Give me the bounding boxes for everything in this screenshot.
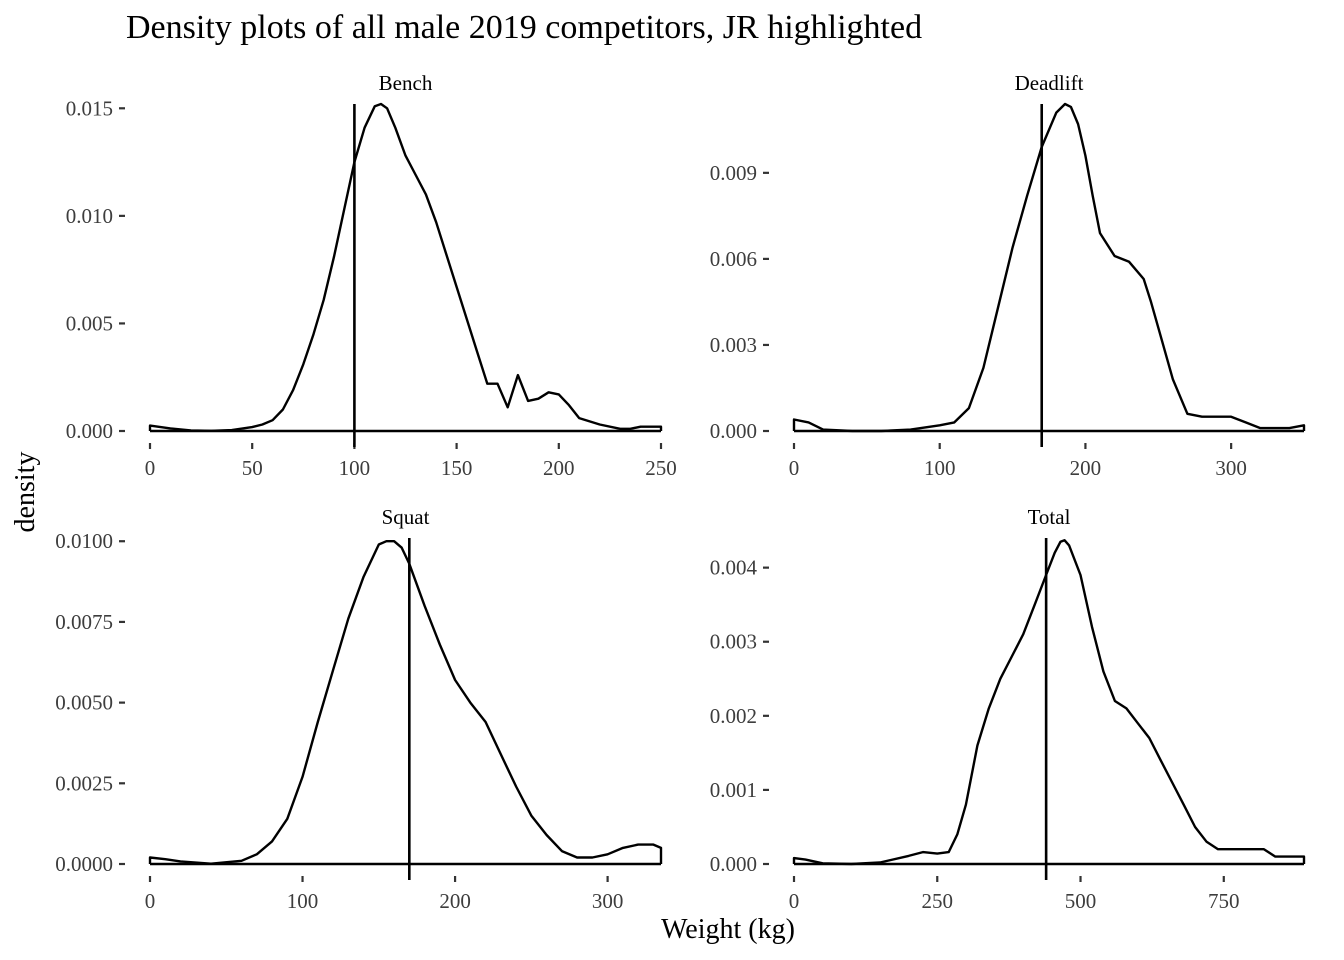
panel-total: Total 0.000 0.001 0.002 0.003 0.004 0 250 500 750: [710, 505, 1306, 913]
y-tick-label-bench: 0.010: [66, 204, 113, 228]
y-tick-label-total: 0.000: [710, 852, 757, 876]
x-tick-label-bench: 200: [543, 456, 575, 480]
chart-title: Density plots of all male 2019 competito…: [126, 9, 922, 46]
y-tick-label-total: 0.002: [710, 704, 757, 728]
y-tick-label-squat: 0.0000: [55, 852, 113, 876]
y-tick-label-deadlift: 0.006: [710, 247, 757, 271]
y-tick-label-bench: 0.005: [66, 311, 113, 335]
x-tick-label-total: 500: [1065, 889, 1097, 913]
panel-deadlift: Deadlift 0.000 0.003 0.006 0.009 0 100 200 300: [710, 71, 1306, 480]
y-tick-label-squat: 0.0075: [55, 610, 113, 634]
strip-label-bench: Bench: [379, 71, 433, 95]
y-tick-label-squat: 0.0050: [55, 691, 113, 715]
strip-label-squat: Squat: [382, 505, 430, 529]
y-tick-label-total: 0.004: [710, 556, 758, 580]
y-tick-label-bench: 0.015: [66, 96, 113, 120]
y-tick-label-total: 0.001: [710, 778, 757, 802]
density-curve-deadlift: [792, 102, 1306, 433]
y-tick-label-deadlift: 0.009: [710, 161, 757, 185]
density-curve-total: [792, 539, 1306, 866]
x-tick-label-bench: 100: [339, 456, 371, 480]
y-tick-label-squat: 0.0025: [55, 771, 113, 795]
y-tick-label-deadlift: 0.003: [710, 333, 757, 357]
x-tick-label-total: 0: [789, 889, 800, 913]
x-tick-label-total: 750: [1208, 889, 1240, 913]
y-tick-label-squat: 0.0100: [55, 529, 113, 553]
x-tick-label-deadlift: 300: [1215, 456, 1247, 480]
density-curve-squat: [148, 540, 663, 865]
strip-label-total: Total: [1028, 505, 1071, 529]
x-tick-label-deadlift: 100: [924, 456, 956, 480]
x-tick-label-squat: 0: [145, 889, 156, 913]
density-curve-bench: [148, 102, 663, 432]
y-tick-label-deadlift: 0.000: [710, 419, 757, 443]
x-tick-label-deadlift: 200: [1070, 456, 1102, 480]
x-tick-label-bench: 0: [145, 456, 156, 480]
panel-bench: Bench 0.000 0.005 0.010 0.015 0 50 100 150 200 250: [66, 71, 677, 480]
y-axis-title: density: [10, 452, 41, 533]
y-tick-label-bench: 0.000: [66, 419, 113, 443]
x-tick-label-squat: 300: [592, 889, 624, 913]
x-tick-label-bench: 50: [242, 456, 263, 480]
x-tick-label-total: 250: [922, 889, 954, 913]
y-tick-label-total: 0.003: [710, 630, 757, 654]
panel-squat: Squat 0.0000 0.0025 0.0050 0.0075 0.0100 0 100 2…: [55, 505, 663, 913]
x-tick-label-deadlift: 0: [789, 456, 800, 480]
x-tick-label-squat: 100: [287, 889, 319, 913]
x-tick-label-squat: 200: [439, 889, 471, 913]
x-tick-label-bench: 250: [645, 456, 677, 480]
x-axis-title: Weight (kg): [661, 914, 795, 945]
x-tick-label-bench: 150: [441, 456, 473, 480]
strip-label-deadlift: Deadlift: [1015, 71, 1084, 95]
